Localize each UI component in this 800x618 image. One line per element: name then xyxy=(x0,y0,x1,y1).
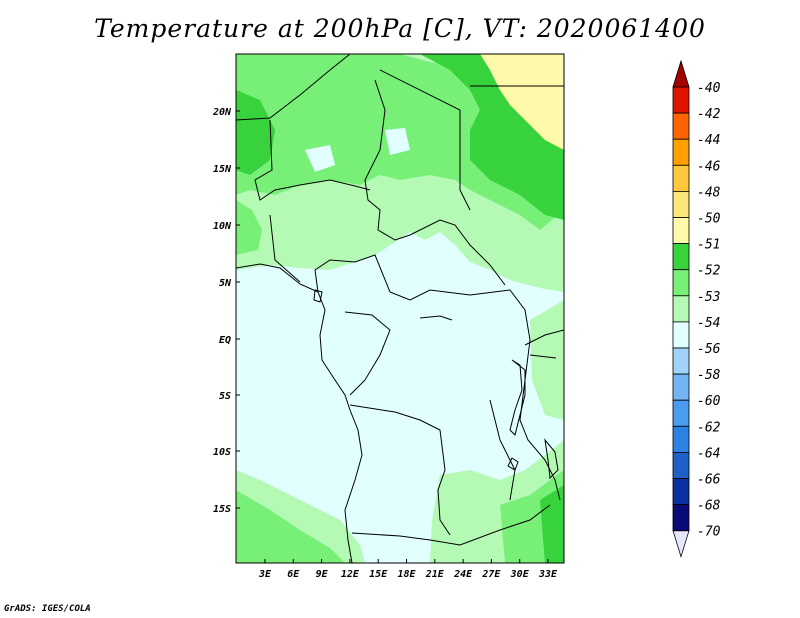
lon-label: 15E xyxy=(369,569,388,580)
lat-label: 5N xyxy=(219,278,232,289)
lat-label: 10N xyxy=(213,221,232,232)
lon-label: 9E xyxy=(316,569,329,580)
colorbar-segment xyxy=(672,86,690,114)
lon-label: 21E xyxy=(425,569,445,580)
colorbar-label: -54 xyxy=(697,316,720,331)
lon-label: 6E xyxy=(287,569,300,580)
plot-area xyxy=(236,54,564,563)
colorbar-label: -56 xyxy=(697,342,721,357)
shading-dark-green-nw xyxy=(236,90,275,175)
colorbar-segment xyxy=(672,504,690,532)
plot-frame xyxy=(235,53,565,564)
colorbar-segment xyxy=(672,321,690,349)
colorbar-segment xyxy=(672,217,690,245)
colorbar-label: -48 xyxy=(697,185,721,200)
colorbar-label: -68 xyxy=(697,499,721,514)
shading-pale-green-east xyxy=(530,300,564,420)
colorbar-segment xyxy=(672,112,690,140)
shading-dark-green-se xyxy=(540,485,564,563)
colorbar: -40 -42 -44 -46 -48 -50 -51 -52 -53 -54 -56 -58 -60 -… xyxy=(672,59,721,559)
colorbar-label: -60 xyxy=(697,394,721,409)
lat-label: 10S xyxy=(213,447,231,458)
colorbar-label: -50 xyxy=(697,212,721,227)
latitude-labels: 20N 15N 10N 5N EQ 5S 10S 15S xyxy=(212,107,240,515)
colorbar-segment xyxy=(672,478,690,506)
colorbar-segment xyxy=(672,425,690,453)
colorbar-top-triangle xyxy=(672,59,690,88)
lat-label: EQ xyxy=(219,335,231,346)
colorbar-segment xyxy=(672,373,690,401)
colorbar-label: -52 xyxy=(697,264,721,279)
colorbar-segment xyxy=(672,269,690,297)
lon-label: 24E xyxy=(453,569,473,580)
lon-label: 33E xyxy=(538,569,558,580)
colorbar-label: -70 xyxy=(697,525,721,540)
colorbar-segment xyxy=(672,451,690,479)
colorbar-segment xyxy=(672,347,690,375)
colorbar-segment xyxy=(672,190,690,218)
colorbar-label: -44 xyxy=(697,133,720,148)
colorbar-segment xyxy=(672,295,690,323)
lat-label: 15S xyxy=(213,504,231,515)
shading-cool-patch-2 xyxy=(385,128,410,155)
map-title: Temperature at 200hPa [C], VT: 202006140… xyxy=(94,14,706,43)
colorbar-label: -66 xyxy=(697,473,721,488)
credit-text: GrADS: IGES/COLA xyxy=(4,604,91,614)
colorbar-label: -42 xyxy=(697,107,721,122)
lat-label: 20N xyxy=(212,107,232,118)
lake-outlines xyxy=(313,289,559,480)
colorbar-bottom-triangle xyxy=(672,530,690,559)
shading-green-southwest xyxy=(236,490,345,563)
lon-label: 30E xyxy=(510,569,530,580)
colorbar-label: -58 xyxy=(697,368,721,383)
lat-label: 5S xyxy=(219,391,231,402)
lon-label: 3E xyxy=(258,569,272,580)
colorbar-label: -46 xyxy=(697,159,721,174)
shading-yellow-northeast xyxy=(480,54,564,150)
shading-cool-patch-1 xyxy=(305,145,335,172)
longitude-labels: 3E 6E 9E 12E 15E 18E 21E 24E 27E 30E 33E xyxy=(258,559,558,580)
colorbar-label: -64 xyxy=(697,446,720,461)
colorbar-label: -51 xyxy=(697,238,720,253)
country-borders xyxy=(236,54,564,563)
lon-label: 27E xyxy=(481,569,501,580)
colorbar-label: -62 xyxy=(697,420,721,435)
lon-label: 12E xyxy=(341,569,360,580)
colorbar-segment xyxy=(672,243,690,271)
colorbar-segment xyxy=(672,164,690,192)
colorbar-label: -40 xyxy=(697,81,721,96)
colorbar-segment xyxy=(672,399,690,427)
colorbar-segment xyxy=(672,138,690,166)
lat-label: 15N xyxy=(213,164,232,175)
colorbar-label: -53 xyxy=(697,290,720,305)
shading-green-west-coast xyxy=(236,200,262,255)
lon-label: 18E xyxy=(397,569,416,580)
